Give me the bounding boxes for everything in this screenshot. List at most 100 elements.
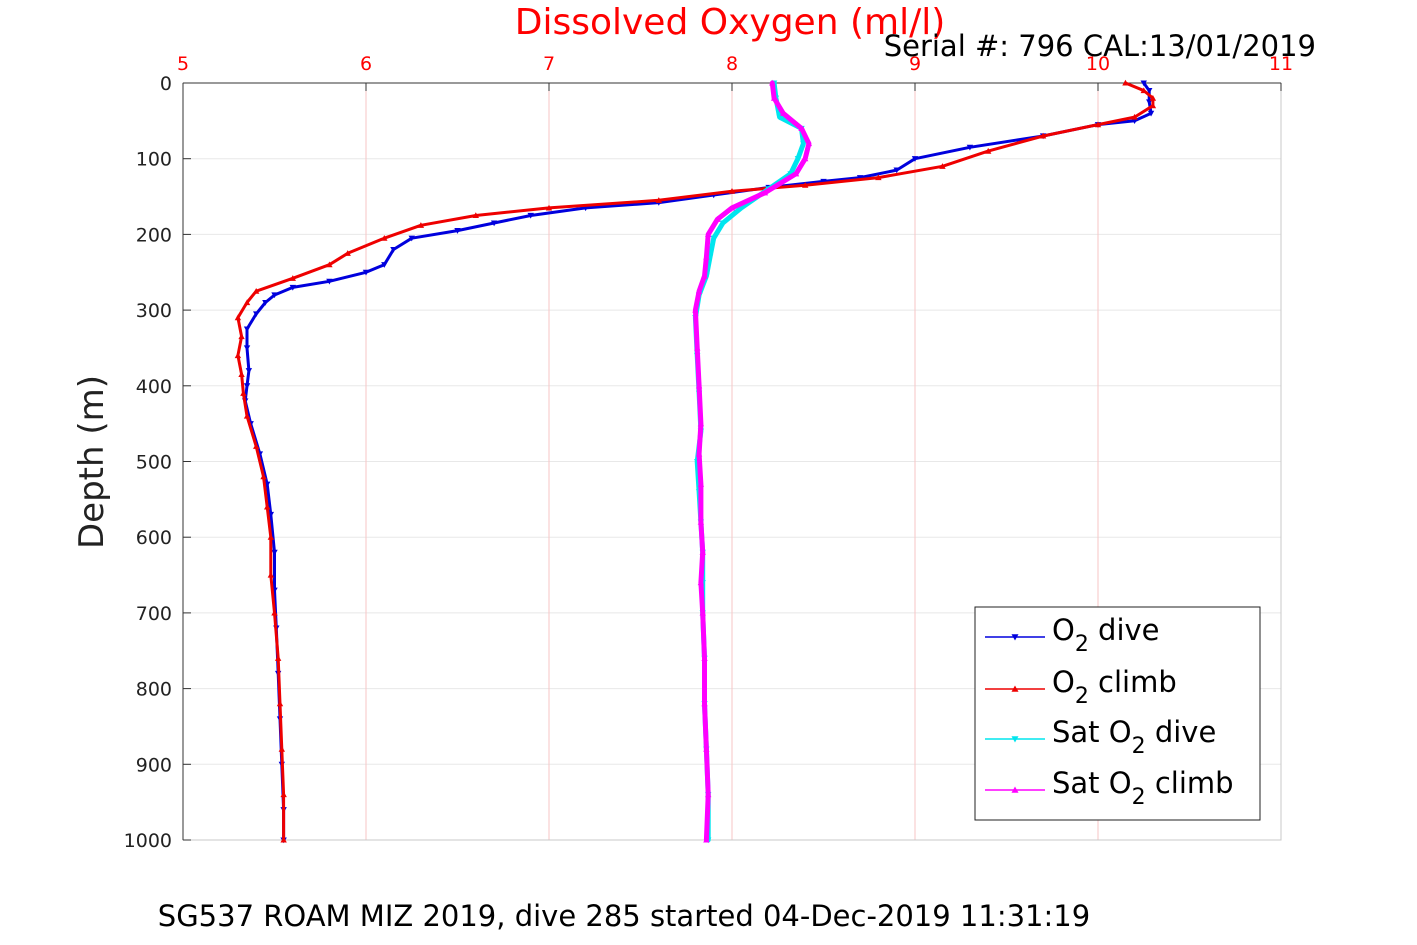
legend-label-main: Sat O (1052, 766, 1132, 800)
y-tick-label: 0 (160, 73, 172, 95)
data-point (705, 791, 712, 798)
legend-label-sub: 2 (1132, 734, 1146, 759)
y-tick-label: 700 (136, 603, 172, 625)
legend-label: O2 dive (1052, 613, 1160, 657)
data-point (267, 571, 275, 578)
data-point (787, 171, 794, 178)
legend-swatch-marker (1011, 786, 1019, 793)
data-point (703, 253, 710, 260)
data-point (1140, 80, 1147, 87)
data-point (728, 204, 736, 211)
data-point (253, 443, 260, 449)
data-point (243, 383, 251, 389)
data-point (695, 287, 703, 294)
legend-label-suffix: climb (1146, 766, 1234, 800)
data-point (271, 292, 278, 299)
data-point (1147, 110, 1155, 117)
data-point (271, 609, 278, 616)
data-point (697, 518, 705, 525)
data-point (243, 345, 251, 352)
x-tick-label: 8 (726, 53, 738, 75)
data-point (699, 609, 706, 616)
data-point (770, 94, 778, 101)
data-point (545, 204, 553, 211)
data-point (1149, 94, 1157, 101)
legend-label-suffix: climb (1089, 665, 1177, 699)
data-point (289, 284, 296, 291)
data-point (728, 188, 736, 194)
data-point (527, 212, 534, 219)
legend-label-main: Sat O (1052, 715, 1132, 749)
data-point (289, 275, 296, 281)
data-point (780, 110, 787, 116)
data-point (802, 181, 809, 188)
data-point (701, 655, 708, 661)
legend-label-sub: 2 (1075, 684, 1089, 709)
series-sat-o2-climb (692, 79, 813, 843)
data-point (417, 222, 425, 228)
data-point (694, 344, 701, 351)
data-point (802, 155, 809, 162)
data-point (1140, 87, 1147, 94)
data-point (234, 314, 242, 321)
data-point (381, 262, 388, 268)
data-point (692, 306, 699, 313)
legend-swatch-marker (1011, 634, 1019, 641)
data-series (234, 79, 1157, 844)
data-point (985, 147, 992, 154)
data-point (253, 311, 260, 318)
data-point (260, 473, 267, 480)
data-point (408, 235, 415, 242)
data-point (243, 299, 251, 306)
data-point (966, 144, 974, 151)
legend-label-main: O (1052, 665, 1075, 699)
data-point (454, 228, 461, 234)
data-point (253, 287, 260, 294)
series-o2-climb (234, 79, 1157, 843)
x-tick-label: 6 (360, 53, 372, 75)
x-tick-label: 10 (1086, 53, 1110, 75)
legend-label: O2 climb (1052, 665, 1177, 709)
data-point (701, 700, 708, 707)
legend-label: Sat O2 climb (1052, 766, 1234, 810)
y-ticks: 0 100 200 300 400 500 600 700 800 900 1000 (124, 73, 191, 852)
data-point (798, 125, 805, 131)
legend-entry: Sat O2 climb (985, 766, 1234, 810)
legend-swatch-marker (1011, 685, 1019, 692)
y-tick-label: 900 (136, 754, 172, 776)
data-point (761, 189, 769, 196)
y-tick-label: 600 (136, 527, 172, 549)
data-point (238, 371, 245, 378)
data-point (390, 246, 397, 253)
data-point (1146, 99, 1153, 106)
data-point (939, 163, 946, 169)
data-point (1131, 118, 1138, 125)
legend-swatch-marker (1011, 736, 1019, 743)
y-tick-label: 400 (136, 376, 172, 398)
data-point (856, 175, 864, 181)
data-point (326, 261, 333, 268)
data-point (703, 745, 710, 752)
data-point (769, 79, 776, 86)
data-point (805, 140, 813, 147)
data-point (267, 534, 275, 540)
data-point (697, 579, 705, 586)
x-tick-label: 5 (177, 53, 189, 75)
data-point (490, 220, 498, 227)
data-point (234, 352, 242, 359)
data-point (263, 503, 271, 510)
data-point (714, 216, 721, 222)
data-point (280, 836, 287, 843)
y-tick-label: 500 (136, 452, 172, 474)
legend-entry: O2 dive (985, 613, 1160, 657)
data-point (278, 745, 286, 752)
data-point (262, 299, 269, 306)
data-point (911, 156, 919, 162)
legend-entry: Sat O2 dive (985, 715, 1216, 759)
data-point (710, 235, 717, 242)
legend-label-main: O (1052, 613, 1075, 647)
data-point (792, 170, 800, 177)
data-point (276, 700, 284, 707)
